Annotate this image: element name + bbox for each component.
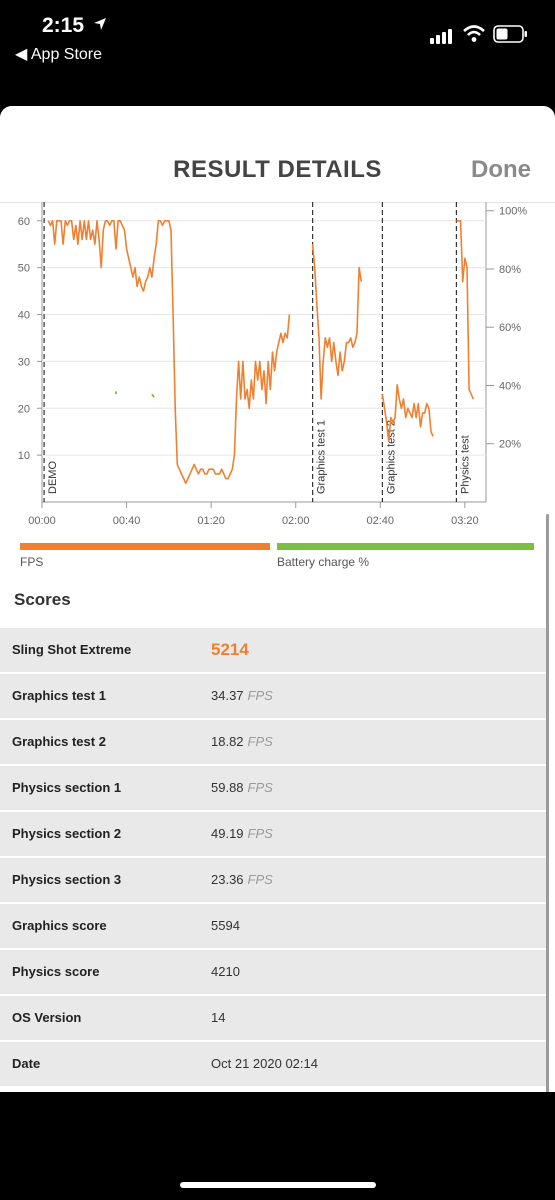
row-label: Physics section 3 bbox=[12, 872, 122, 887]
y-tick-label: 10 bbox=[18, 450, 30, 462]
battery-icon bbox=[493, 25, 527, 43]
legend-fps-swatch bbox=[20, 543, 270, 550]
row-value: 23.36 FPS bbox=[211, 872, 273, 887]
y-tick-label: 30 bbox=[18, 356, 30, 368]
row-number: 18.82 bbox=[211, 734, 244, 749]
y-right-tick-label: 40% bbox=[499, 380, 521, 392]
scrollbar[interactable] bbox=[546, 514, 549, 1092]
legend-battery-label: Battery charge % bbox=[277, 555, 370, 569]
row-number: 5214 bbox=[211, 640, 249, 659]
back-triangle-icon: ◀ bbox=[15, 46, 28, 63]
x-tick-label: 01:20 bbox=[197, 515, 225, 527]
performance-chart: 60 50 40 30 20 10 100% 80% 60% 40% 20% 00:00 00:40 01… bbox=[18, 202, 527, 527]
result-details-sheet: RESULT DETAILS Done 60 50 40 30 20 10 100% 80% 6… bbox=[0, 106, 555, 1092]
y-tick-label: 20 bbox=[18, 403, 30, 415]
back-label: App Store bbox=[30, 46, 103, 63]
x-tick-label: 03:20 bbox=[451, 515, 479, 527]
done-button[interactable]: Done bbox=[471, 156, 531, 183]
phase-marker-label: Graphics test 1 bbox=[316, 420, 328, 494]
back-to-app-store[interactable]: ◀ App Store bbox=[15, 44, 102, 64]
row-value: 49.19 FPS bbox=[211, 826, 273, 841]
x-tick-label: 02:40 bbox=[367, 515, 395, 527]
row-label: Physics section 1 bbox=[12, 780, 122, 795]
row-number: 23.36 bbox=[211, 872, 244, 887]
row-value: 4210 bbox=[211, 964, 240, 979]
row-number: 5594 bbox=[211, 918, 240, 933]
y-tick-label: 50 bbox=[18, 263, 30, 275]
status-time: 2:15 bbox=[42, 14, 85, 37]
row-label: Physics section 2 bbox=[12, 826, 122, 841]
y-tick-label: 60 bbox=[18, 216, 30, 228]
row-label: Date bbox=[12, 1056, 41, 1071]
row-number: Oct 21 2020 02:14 bbox=[211, 1056, 318, 1071]
row-label: OS Version bbox=[12, 1010, 82, 1025]
table-row: OS Version 14 bbox=[0, 994, 547, 1040]
row-unit: FPS bbox=[247, 872, 273, 887]
table-row: Graphics score 5594 bbox=[0, 902, 547, 948]
y-right-tick-label: 80% bbox=[499, 264, 521, 276]
row-label: Graphics test 1 bbox=[12, 688, 106, 703]
fps-series-line bbox=[456, 220, 475, 400]
x-tick-label: 02:00 bbox=[282, 515, 310, 527]
row-number: 14 bbox=[211, 1010, 226, 1025]
row-value: 34.37 FPS bbox=[211, 688, 273, 703]
row-number: 49.19 bbox=[211, 826, 244, 841]
row-value: 18.82 FPS bbox=[211, 734, 273, 749]
legend-fps-label: FPS bbox=[20, 555, 44, 569]
row-unit: FPS bbox=[247, 688, 273, 703]
y-right-tick-label: 60% bbox=[499, 322, 521, 334]
row-value: 59.88 FPS bbox=[211, 780, 273, 795]
y-right-tick-label: 20% bbox=[499, 439, 521, 451]
table-row: Graphics test 2 18.82 FPS bbox=[0, 718, 547, 764]
row-unit: FPS bbox=[247, 734, 273, 749]
fps-series-line bbox=[47, 220, 291, 485]
table-row: Sling Shot Extreme 5214 bbox=[0, 626, 547, 672]
table-row: Physics score 4210 bbox=[0, 948, 547, 994]
phase-marker-label: DEMO bbox=[47, 461, 59, 494]
fps-series-line bbox=[381, 384, 434, 442]
row-number: 4210 bbox=[211, 964, 240, 979]
table-row: Date Oct 21 2020 02:14 bbox=[0, 1040, 547, 1086]
wifi-icon bbox=[463, 25, 485, 42]
legend-battery-swatch bbox=[277, 543, 534, 550]
row-label: Sling Shot Extreme bbox=[12, 642, 132, 657]
row-label: Graphics score bbox=[12, 918, 107, 933]
row-label: Graphics test 2 bbox=[12, 734, 106, 749]
cellular-signal-icon bbox=[430, 29, 452, 44]
y-right-tick-label: 100% bbox=[499, 206, 527, 218]
row-number: 34.37 bbox=[211, 688, 244, 703]
x-tick-label: 00:40 bbox=[113, 515, 141, 527]
home-indicator[interactable] bbox=[180, 1182, 376, 1188]
row-label: Physics score bbox=[12, 964, 100, 979]
status-bar: 2:15 ◀ App Store bbox=[0, 0, 555, 90]
table-row: Physics section 1 59.88 FPS bbox=[0, 764, 547, 810]
y-tick-label: 40 bbox=[18, 310, 30, 322]
table-row: Physics section 2 49.19 FPS bbox=[0, 810, 547, 856]
fps-series-line bbox=[311, 244, 363, 400]
row-value: 5214 bbox=[211, 640, 249, 660]
row-value: Oct 21 2020 02:14 bbox=[211, 1056, 318, 1071]
row-unit: FPS bbox=[247, 826, 273, 841]
table-row: Physics section 3 23.36 FPS bbox=[0, 856, 547, 902]
row-value: 14 bbox=[211, 1010, 225, 1025]
battery-series-line bbox=[151, 393, 155, 398]
scores-heading: Scores bbox=[14, 590, 71, 609]
phase-marker-label: Physics test bbox=[459, 435, 471, 494]
table-row: Graphics test 1 34.37 FPS bbox=[0, 672, 547, 718]
row-number: 59.88 bbox=[211, 780, 244, 795]
sheet-header: RESULT DETAILS Done bbox=[0, 106, 555, 203]
scores-table: Sling Shot Extreme 5214 Graphics test 1 34… bbox=[0, 626, 547, 1086]
row-unit: FPS bbox=[247, 780, 273, 795]
page-title: RESULT DETAILS bbox=[173, 156, 382, 183]
location-arrow-icon bbox=[94, 18, 106, 30]
x-tick-label: 00:00 bbox=[28, 515, 56, 527]
row-value: 5594 bbox=[211, 918, 240, 933]
